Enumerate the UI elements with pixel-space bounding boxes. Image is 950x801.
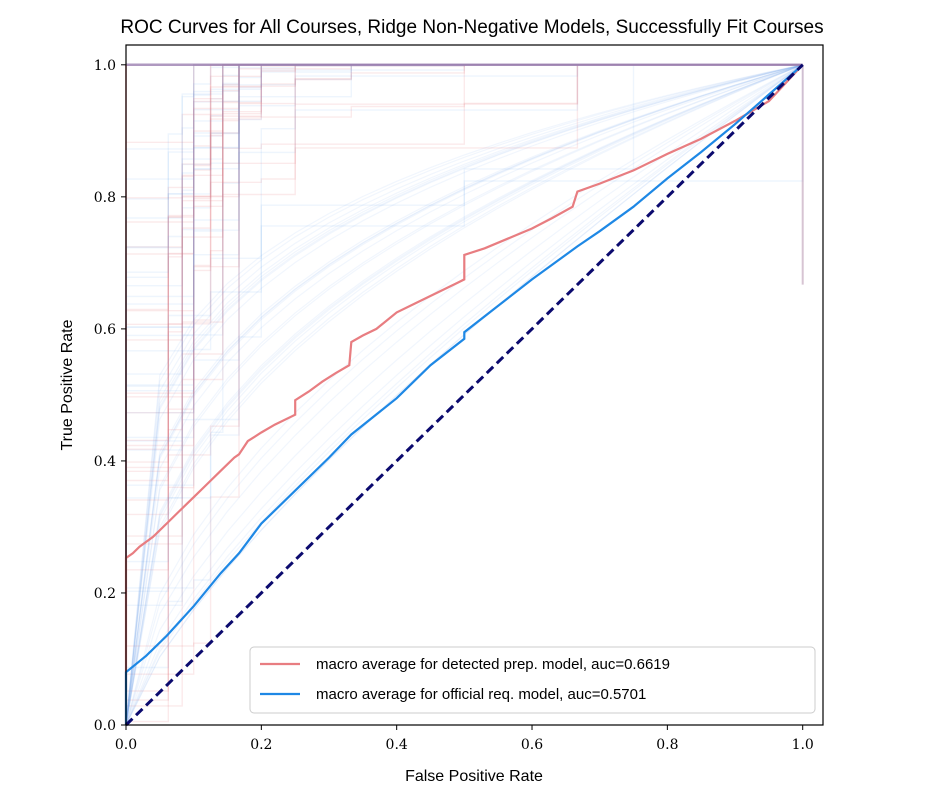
background-course-curve — [125, 64, 803, 725]
plot-area-frame — [125, 44, 824, 726]
background-course-curve — [125, 64, 803, 725]
background-course-curve — [125, 64, 803, 725]
background-course-curve — [125, 64, 803, 725]
background-course-curve — [125, 64, 803, 725]
background-course-curve — [125, 64, 803, 725]
background-course-curve — [125, 64, 803, 725]
background-course-curve — [125, 64, 803, 725]
x-tick-label: 0.8 — [656, 737, 678, 753]
background-course-curve — [125, 64, 803, 725]
y-tick-label: 0.2 — [94, 586, 116, 602]
background-course-curve — [125, 64, 803, 725]
background-course-curve — [125, 64, 803, 725]
background-course-curve — [125, 64, 803, 725]
series-line-chance-diagonal — [124, 63, 804, 727]
background-course-curve — [125, 64, 803, 725]
background-course-curve — [125, 64, 803, 726]
legend-label-official: macro average for official req. model, a… — [316, 686, 646, 703]
background-course-curve — [125, 64, 803, 726]
background-course-curve — [125, 64, 803, 726]
background-course-curve — [125, 64, 803, 725]
background-course-curve — [125, 64, 803, 726]
background-course-curve — [125, 64, 803, 726]
background-course-curve — [125, 64, 803, 726]
background-course-curve — [125, 64, 803, 725]
background-course-curve — [125, 64, 804, 725]
y-tick-label: 0.4 — [94, 454, 116, 470]
y-tick-label: 1.0 — [94, 58, 116, 74]
background-course-curve — [125, 64, 803, 726]
series-line-official-req — [124, 63, 804, 725]
series-layer — [124, 63, 804, 727]
background-course-curve — [125, 64, 804, 726]
background-course-curve — [125, 64, 803, 725]
x-axis-ticks: 0.0 0.2 0.4 0.6 0.8 1.0 — [115, 725, 814, 753]
background-course-curve — [125, 64, 804, 726]
x-axis-label: False Positive Rate — [405, 768, 543, 785]
background-course-curve — [125, 64, 803, 725]
background-course-curve — [125, 64, 803, 726]
background-course-curve — [125, 64, 803, 725]
background-course-curve — [125, 64, 803, 726]
background-course-curve — [125, 64, 803, 726]
legend-label-detected: macro average for detected prep. model, … — [316, 656, 670, 673]
background-course-curve — [125, 64, 803, 725]
background-course-curve — [125, 64, 803, 726]
background-course-curve — [125, 64, 803, 726]
y-axis-label: True Positive Rate — [59, 319, 76, 450]
background-course-curve — [125, 64, 803, 725]
background-roc-curves — [125, 63, 804, 726]
background-course-curve — [125, 64, 803, 726]
background-course-curve — [125, 64, 803, 726]
background-course-curve — [125, 64, 803, 725]
x-tick-label: 0.2 — [250, 737, 272, 753]
background-course-curve — [125, 64, 803, 726]
y-axis-ticks: 0.0 0.2 0.4 0.6 0.8 1.0 — [94, 58, 126, 734]
background-course-curve — [125, 64, 803, 725]
background-course-curve — [125, 64, 803, 725]
background-course-curve — [125, 64, 803, 725]
x-tick-label: 0.4 — [386, 737, 408, 753]
background-course-curve — [125, 64, 803, 726]
background-course-curve — [125, 64, 803, 725]
background-course-curve — [125, 64, 803, 726]
background-course-curve — [125, 64, 803, 725]
background-course-curve — [125, 64, 803, 725]
background-course-curve — [125, 64, 803, 726]
legend-box — [249, 646, 816, 714]
legend: macro average for detected prep. model, … — [249, 646, 816, 714]
background-course-curve — [125, 64, 803, 725]
background-course-curve — [125, 64, 804, 726]
background-course-curve — [125, 64, 803, 725]
background-course-curve — [125, 64, 803, 726]
background-course-curve — [125, 64, 803, 725]
series-line-detected-prep — [124, 64, 804, 725]
background-course-curve — [125, 64, 803, 725]
y-tick-label: 0.0 — [94, 718, 116, 734]
background-course-curve — [125, 64, 803, 725]
background-course-curve — [125, 64, 803, 725]
x-tick-label: 0.6 — [521, 737, 543, 753]
background-course-curve — [125, 64, 803, 726]
background-course-curve — [125, 64, 803, 725]
background-course-curve — [125, 64, 804, 726]
background-course-curve — [125, 64, 803, 726]
background-course-curve — [125, 64, 803, 725]
background-course-curve — [125, 64, 803, 725]
background-course-curve — [125, 64, 803, 725]
x-tick-label: 0.0 — [115, 737, 137, 753]
y-tick-label: 0.6 — [94, 322, 116, 338]
background-course-curve — [125, 64, 803, 725]
background-course-curve — [125, 64, 803, 725]
background-course-curve — [125, 64, 803, 725]
background-course-curve — [125, 64, 803, 725]
background-course-curve — [125, 64, 803, 725]
y-tick-label: 0.8 — [94, 190, 116, 206]
background-course-curve — [125, 64, 803, 725]
chart-title: ROC Curves for All Courses, Ridge Non-Ne… — [120, 17, 823, 38]
background-course-curve — [125, 64, 803, 725]
x-tick-label: 1.0 — [792, 737, 814, 753]
